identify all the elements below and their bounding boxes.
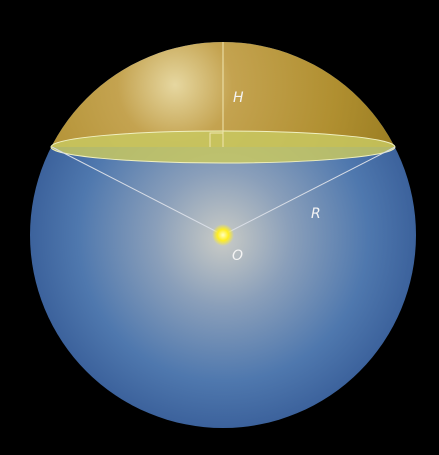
radius-label: R [311,206,321,222]
center-point [212,224,234,246]
radius-line [51,146,224,236]
right-angle [209,132,223,147]
height-label: H [233,90,244,106]
radius-line [222,146,396,236]
center-label: O [232,248,243,264]
